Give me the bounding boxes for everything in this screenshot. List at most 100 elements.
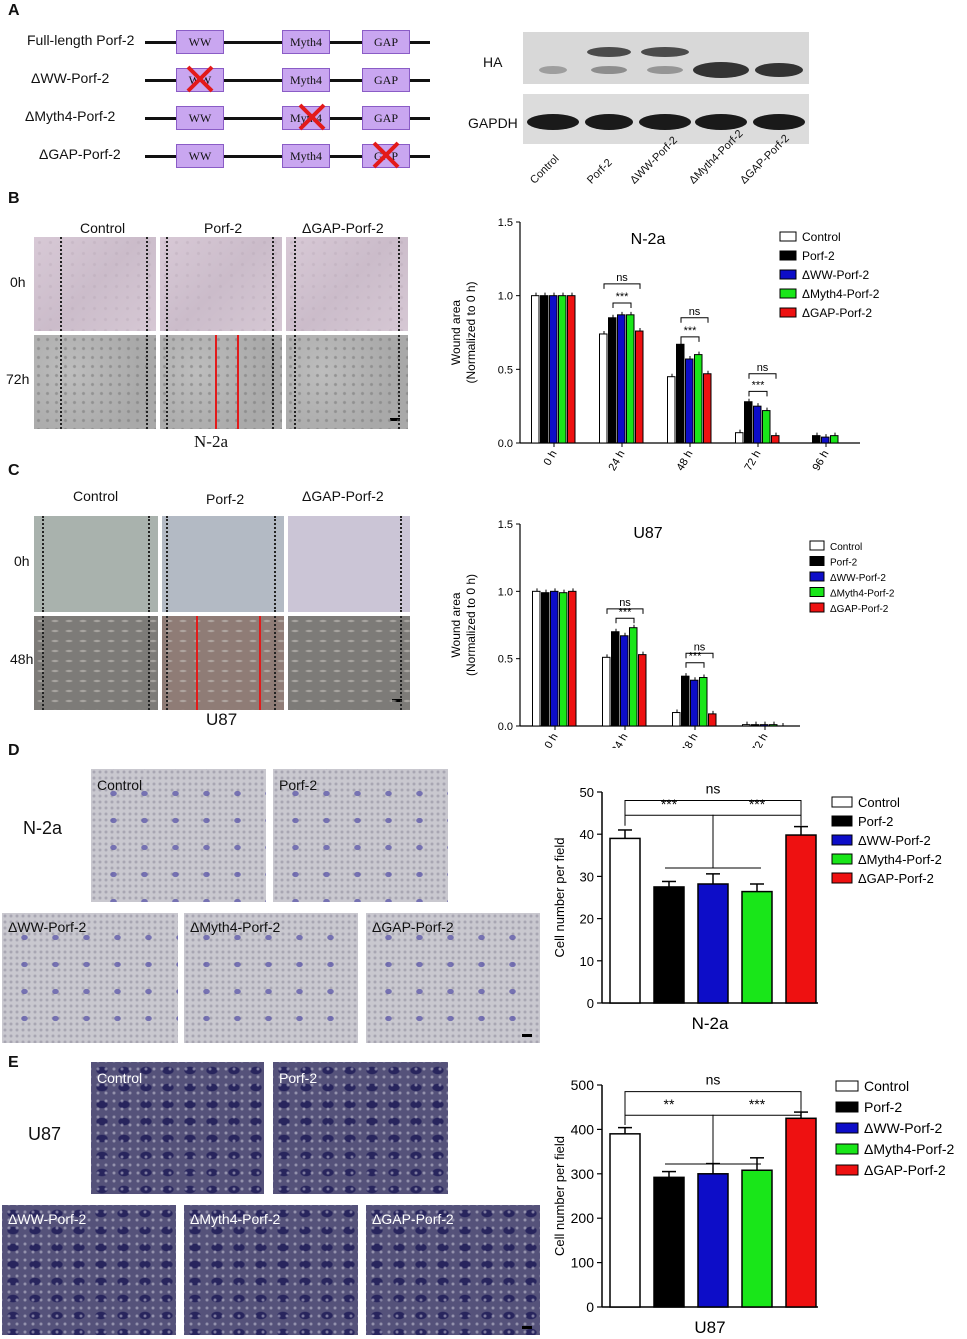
micrograph bbox=[288, 516, 410, 612]
significance-bracket bbox=[624, 1091, 802, 1125]
legend-swatch bbox=[835, 1101, 859, 1113]
significance-bracket bbox=[685, 652, 714, 659]
bar bbox=[703, 373, 712, 444]
gap-domain: GAP bbox=[362, 68, 410, 92]
bar bbox=[830, 435, 839, 444]
myth4-domain: Myth4 bbox=[282, 144, 330, 168]
significance-bracket bbox=[685, 662, 705, 668]
bar bbox=[753, 405, 762, 444]
chart-title: U87 bbox=[633, 525, 662, 542]
lane-label: Control bbox=[528, 152, 562, 187]
row-label: 72h bbox=[6, 371, 30, 387]
y-tick-label: 1.0 bbox=[498, 291, 513, 303]
micrograph bbox=[162, 516, 284, 612]
legend-label: Control bbox=[802, 230, 841, 244]
significance-label: *** bbox=[749, 796, 766, 812]
bar bbox=[672, 712, 681, 727]
micrograph: ΔWW-Porf-2 bbox=[2, 1205, 176, 1335]
y-tick-label: 0.0 bbox=[498, 721, 513, 733]
bar bbox=[626, 314, 635, 444]
micrograph: Porf-2 bbox=[273, 769, 448, 902]
significance-label: ns bbox=[694, 641, 706, 653]
x-tick-label: 0 h bbox=[543, 732, 561, 749]
significance-label: *** bbox=[616, 291, 630, 303]
gap-domain: GAP bbox=[362, 30, 410, 54]
panel-label-a: A bbox=[8, 2, 20, 19]
significance-label: ns bbox=[757, 362, 769, 374]
micrograph: Control bbox=[91, 769, 266, 902]
significance-label: ns bbox=[689, 306, 701, 318]
significance-label: *** bbox=[684, 325, 698, 337]
legend-label: ΔWW-Porf-2 bbox=[830, 573, 886, 584]
significance-label: *** bbox=[749, 1096, 766, 1112]
bar bbox=[638, 654, 647, 727]
micrograph: ΔGAP-Porf-2 bbox=[366, 1205, 540, 1335]
legend-label: Porf-2 bbox=[830, 558, 858, 569]
y-axis-label: Cell number per field bbox=[552, 1136, 567, 1256]
blot-row-label: HA bbox=[483, 54, 503, 70]
bar bbox=[635, 330, 644, 444]
blot-image bbox=[523, 32, 809, 144]
ww-domain: WW bbox=[176, 30, 224, 54]
micrograph bbox=[34, 616, 158, 710]
scale-bar bbox=[522, 1034, 532, 1037]
bar bbox=[694, 354, 703, 444]
legend-label: Control bbox=[858, 795, 900, 810]
significance-label: *** bbox=[661, 796, 678, 812]
y-tick-label: 0.5 bbox=[498, 654, 513, 666]
y-tick-label: 1.0 bbox=[498, 586, 513, 598]
cell-line-label: N-2a bbox=[194, 432, 228, 451]
bar bbox=[697, 1173, 729, 1308]
legend-label: ΔWW-Porf-2 bbox=[864, 1120, 943, 1136]
legend-swatch bbox=[831, 796, 853, 808]
y-tick-label: 20 bbox=[580, 912, 594, 927]
y-tick-label: 0.5 bbox=[498, 364, 513, 376]
y-tick-label: 50 bbox=[580, 785, 594, 800]
y-tick-label: 10 bbox=[580, 954, 594, 969]
bar bbox=[599, 333, 608, 444]
panel-label-c: C bbox=[8, 462, 20, 479]
micrograph bbox=[160, 237, 282, 331]
x-tick-label: 48 h bbox=[679, 732, 700, 749]
micrograph bbox=[34, 516, 158, 612]
legend-swatch bbox=[779, 231, 797, 242]
legend-swatch bbox=[835, 1164, 859, 1176]
y-tick-label: 40 bbox=[580, 827, 594, 842]
bar bbox=[676, 343, 685, 444]
deletion-cross-icon bbox=[185, 64, 215, 94]
bar bbox=[609, 837, 641, 1004]
panel-label-b: B bbox=[8, 190, 20, 207]
myth4-domain: Myth4 bbox=[282, 30, 330, 54]
x-tick-label: 24 h bbox=[609, 732, 630, 749]
row-label: 0h bbox=[14, 553, 30, 569]
legend-swatch bbox=[779, 307, 797, 318]
legend-swatch bbox=[779, 269, 797, 280]
bar bbox=[690, 679, 699, 727]
bar bbox=[742, 724, 751, 727]
legend-label: ΔWW-Porf-2 bbox=[858, 833, 931, 848]
deletion-cross-icon bbox=[297, 102, 327, 132]
bar bbox=[608, 317, 617, 444]
y-tick-label: 500 bbox=[571, 1077, 595, 1093]
bar bbox=[785, 1117, 817, 1308]
bar bbox=[751, 724, 760, 727]
significance-bracket bbox=[712, 814, 802, 868]
bar bbox=[760, 724, 769, 727]
legend-swatch bbox=[779, 250, 797, 261]
bar bbox=[617, 314, 626, 444]
bar bbox=[609, 1133, 641, 1308]
significance-bracket bbox=[712, 1109, 802, 1165]
significance-bracket bbox=[680, 336, 700, 342]
significance-bracket bbox=[612, 302, 632, 309]
bar bbox=[708, 713, 717, 727]
chart-transwell-n2a: 0 10 20 30 40 50 Cell number per field N-2a ns **… bbox=[552, 780, 942, 1033]
legend-label: Control bbox=[864, 1078, 909, 1094]
ww-domain: WW bbox=[176, 106, 224, 130]
bar bbox=[620, 635, 629, 727]
micrograph bbox=[288, 616, 410, 710]
bar bbox=[653, 1176, 685, 1308]
bar bbox=[559, 592, 568, 727]
bar bbox=[762, 410, 771, 444]
column-label: Porf-2 bbox=[206, 491, 245, 507]
significance-label: *** bbox=[689, 651, 703, 663]
